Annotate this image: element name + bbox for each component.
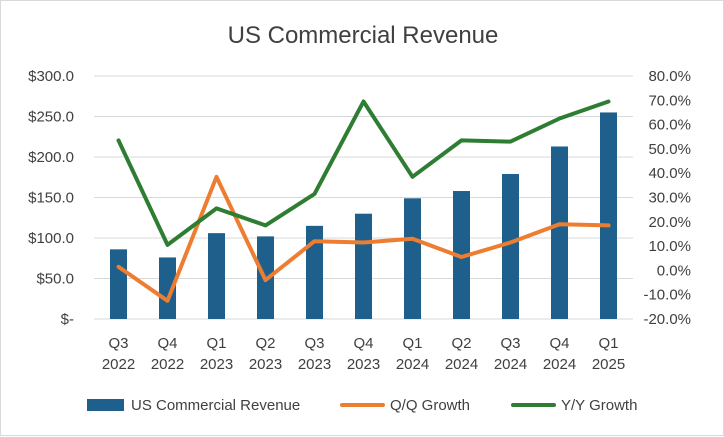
bar-series xyxy=(110,112,617,319)
x-tick-label: 2022 xyxy=(102,356,135,373)
x-tick-label: Q2 xyxy=(255,335,275,352)
x-tick-label: 2023 xyxy=(200,356,233,373)
right-axis: -20.0% -10.0% 0.0% 10.0% 20.0% 30.0% 40.0% 50.0… xyxy=(643,68,691,328)
right-tick-label: -20.0% xyxy=(643,311,691,328)
right-tick-label: 50.0% xyxy=(648,141,691,158)
line-series xyxy=(116,99,611,303)
x-tick-label: 2022 xyxy=(151,356,184,373)
right-tick-label: 30.0% xyxy=(648,190,691,207)
right-tick-label: 70.0% xyxy=(648,92,691,109)
x-tick-label: 2024 xyxy=(543,356,576,373)
left-axis: $- $50.0 $100.0 $150.0 $200.0 $250.0 $300.0 xyxy=(28,68,74,328)
bar xyxy=(110,249,127,319)
x-tick-label: Q3 xyxy=(500,335,520,352)
bar xyxy=(208,233,225,319)
x-tick-label: Q4 xyxy=(353,335,373,352)
chart-title: US Commercial Revenue xyxy=(228,22,499,49)
x-tick-label: Q1 xyxy=(206,335,226,352)
x-tick-label: Q3 xyxy=(108,335,128,352)
bar xyxy=(551,146,568,319)
x-tick-label: Q1 xyxy=(598,335,618,352)
bar xyxy=(159,257,176,319)
x-tick-label: 2024 xyxy=(494,356,527,373)
x-tick-label: Q3 xyxy=(304,335,324,352)
x-tick-label: 2023 xyxy=(298,356,331,373)
x-tick-label: 2023 xyxy=(249,356,282,373)
x-tick-label: Q4 xyxy=(549,335,569,352)
left-tick-label: $- xyxy=(61,311,74,328)
right-tick-label: -10.0% xyxy=(643,287,691,304)
x-tick-label: Q4 xyxy=(157,335,177,352)
bar xyxy=(355,213,372,319)
x-tick-label: Q1 xyxy=(402,335,422,352)
legend-label: Q/Q Growth xyxy=(390,397,470,414)
right-tick-label: 80.0% xyxy=(648,68,691,85)
right-tick-label: 60.0% xyxy=(648,117,691,134)
bar xyxy=(306,225,323,319)
right-tick-label: 0.0% xyxy=(657,262,691,279)
left-tick-label: $250.0 xyxy=(28,109,74,126)
x-tick-label: 2024 xyxy=(445,356,478,373)
x-tick-label: 2024 xyxy=(396,356,429,373)
x-axis: Q3 2022 Q4 2022 Q1 2023 Q2 2023 Q3 2023 Q4 2023 Q1 20… xyxy=(102,335,625,373)
y-y-growth-line xyxy=(116,99,611,247)
right-tick-label: 10.0% xyxy=(648,238,691,255)
x-tick-label: Q2 xyxy=(451,335,471,352)
legend-label: US Commercial Revenue xyxy=(131,397,300,414)
left-tick-label: $300.0 xyxy=(28,68,74,85)
left-tick-label: $50.0 xyxy=(36,271,74,288)
left-tick-label: $150.0 xyxy=(28,190,74,207)
legend-swatch xyxy=(87,399,124,411)
right-tick-label: 40.0% xyxy=(648,165,691,182)
bar xyxy=(404,198,421,319)
legend: US Commercial Revenue Q/Q Growth Y/Y Growt… xyxy=(87,397,637,414)
right-tick-label: 20.0% xyxy=(648,214,691,231)
bar xyxy=(502,174,519,319)
legend-label: Y/Y Growth xyxy=(561,397,637,414)
bar xyxy=(600,112,617,319)
left-tick-label: $100.0 xyxy=(28,230,74,247)
x-tick-label: 2023 xyxy=(347,356,380,373)
left-tick-label: $200.0 xyxy=(28,149,74,166)
x-tick-label: 2025 xyxy=(592,356,625,373)
